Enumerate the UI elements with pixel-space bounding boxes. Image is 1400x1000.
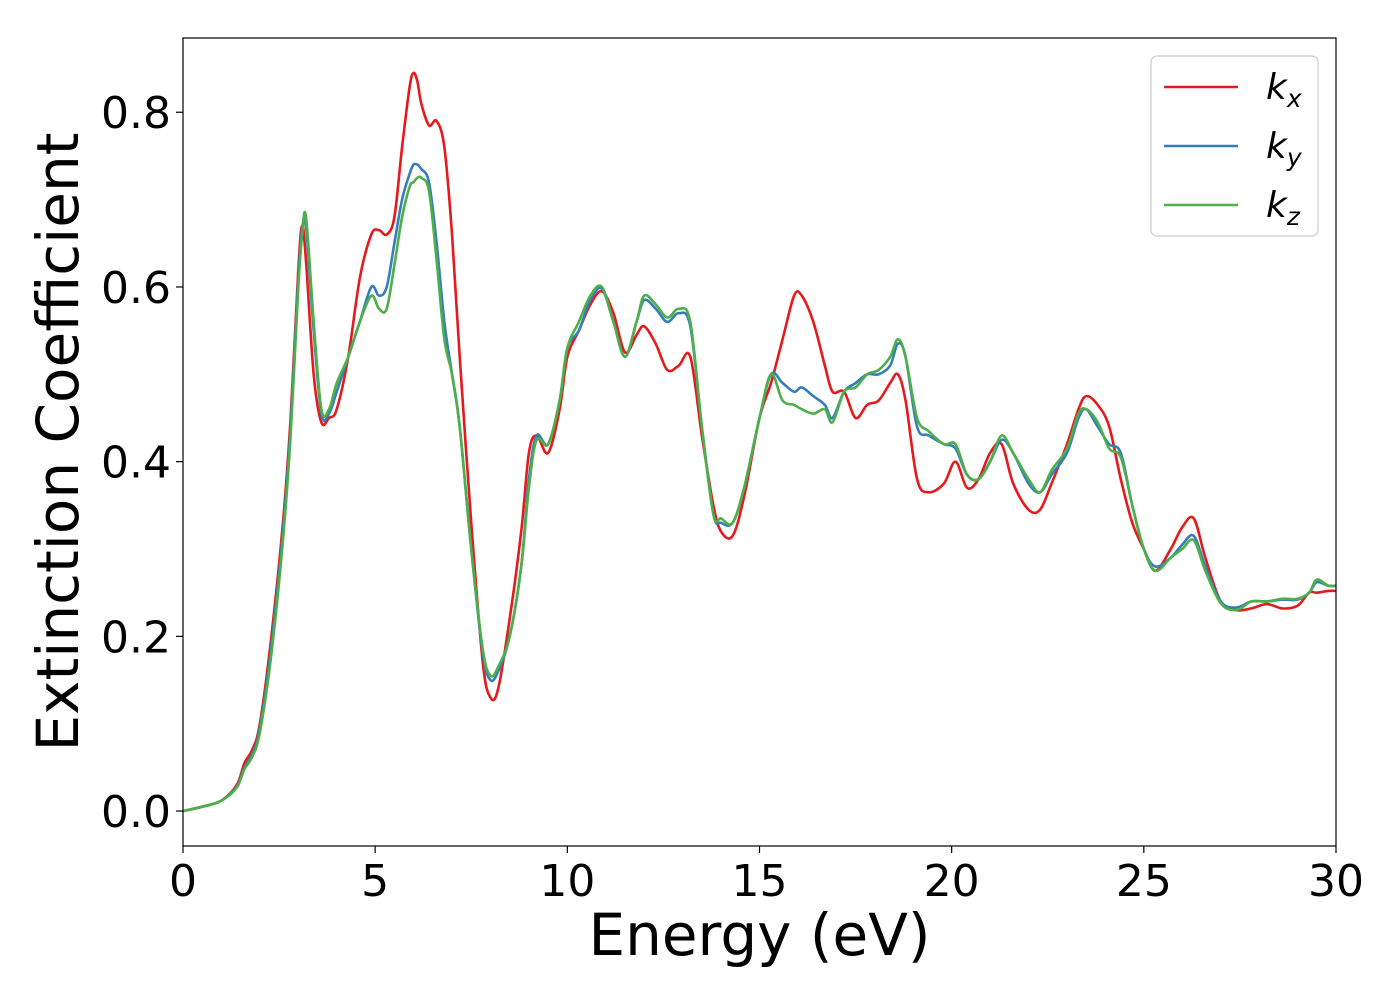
- x-tick-label: 30: [1308, 856, 1364, 907]
- legend-label: kx: [1266, 67, 1302, 113]
- x-tick-label: 0: [169, 856, 197, 907]
- y-tick-label: 0.0: [101, 787, 171, 838]
- y-axis-title: Extinction Coefficient: [24, 133, 92, 752]
- x-axis: 0 5 10 15 20 25 30: [169, 846, 1364, 907]
- x-tick-label: 20: [924, 856, 980, 907]
- series-line-k-x: [183, 71, 1336, 813]
- legend-label: ky: [1266, 126, 1303, 172]
- y-tick-label: 0.6: [101, 263, 171, 314]
- series-line-k-z: [183, 175, 1336, 813]
- legend: kx ky kz: [1150, 55, 1319, 237]
- series-lines: [183, 71, 1336, 813]
- x-tick-label: 10: [539, 856, 595, 907]
- y-tick-label: 0.2: [101, 612, 171, 663]
- y-tick-label: 0.8: [101, 88, 171, 139]
- y-tick-label: 0.4: [101, 438, 171, 489]
- y-axis: 0.0 0.2 0.4 0.6 0.8: [101, 88, 183, 838]
- series-line-k-y: [183, 162, 1336, 813]
- x-tick-label: 15: [732, 856, 788, 907]
- x-tick-label: 5: [361, 856, 389, 907]
- x-tick-label: 25: [1116, 856, 1172, 907]
- x-axis-title: Energy (eV): [588, 901, 930, 969]
- legend-label: kz: [1266, 185, 1301, 231]
